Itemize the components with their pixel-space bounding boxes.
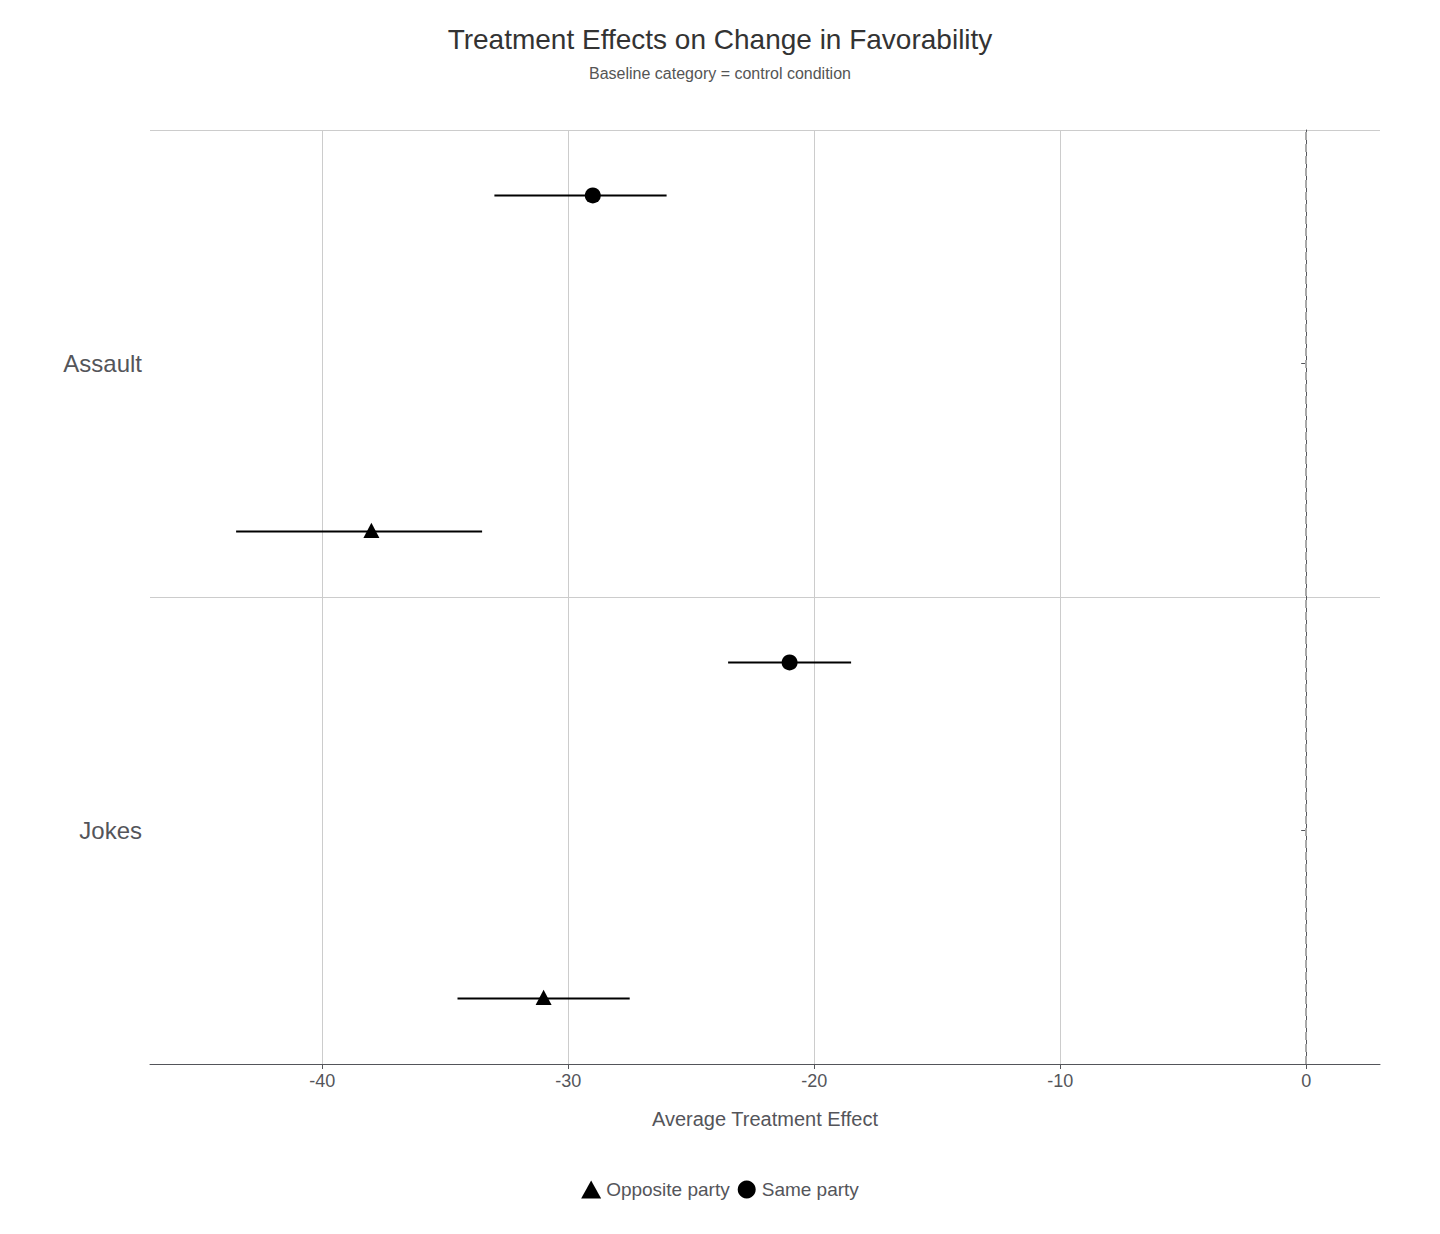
svg-text:Treatment Effects on Change in: Treatment Effects on Change in Favorabil…: [448, 24, 993, 55]
svg-text:-30: -30: [555, 1071, 581, 1091]
svg-text:-20: -20: [801, 1071, 827, 1091]
svg-text:-40: -40: [309, 1071, 335, 1091]
svg-text:Jokes: Jokes: [79, 817, 142, 844]
svg-text:-10: -10: [1047, 1071, 1073, 1091]
svg-text:Opposite party: Opposite party: [606, 1179, 730, 1200]
svg-text:Assault: Assault: [63, 350, 142, 377]
svg-text:Same party: Same party: [762, 1179, 860, 1200]
svg-text:Baseline category = control co: Baseline category = control condition: [589, 65, 851, 82]
svg-text:0: 0: [1301, 1071, 1311, 1091]
svg-text:Average Treatment Effect: Average Treatment Effect: [652, 1108, 878, 1130]
